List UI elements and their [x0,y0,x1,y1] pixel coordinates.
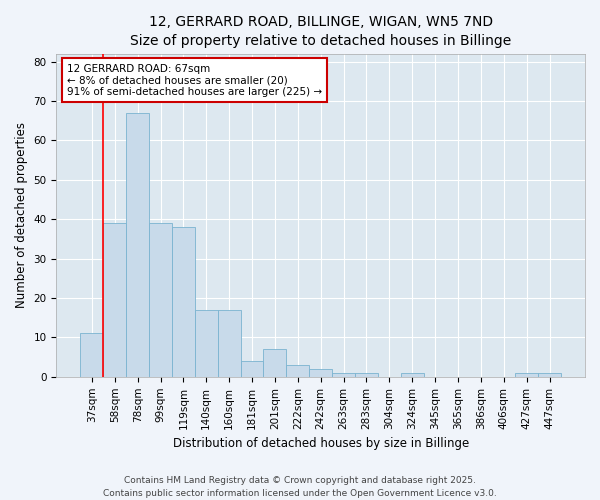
Bar [149,223,172,377]
Title: 12, GERRARD ROAD, BILLINGE, WIGAN, WN5 7ND
Size of property relative to detached: 12, GERRARD ROAD, BILLINGE, WIGAN, WN5 7… [130,15,511,48]
Text: Contains HM Land Registry data © Crown copyright and database right 2025.
Contai: Contains HM Land Registry data © Crown c… [103,476,497,498]
Bar [309,369,332,377]
Bar [263,349,286,377]
Bar [172,227,195,377]
Bar [538,373,561,377]
X-axis label: Distribution of detached houses by size in Billinge: Distribution of detached houses by size … [173,437,469,450]
Text: 12 GERRARD ROAD: 67sqm
← 8% of detached houses are smaller (20)
91% of semi-deta: 12 GERRARD ROAD: 67sqm ← 8% of detached … [67,64,322,96]
Bar [80,334,103,377]
Bar [332,373,355,377]
Bar [355,373,378,377]
Bar [515,373,538,377]
Bar [286,365,309,377]
Bar [218,310,241,377]
Y-axis label: Number of detached properties: Number of detached properties [15,122,28,308]
Bar [103,223,126,377]
Bar [126,113,149,377]
Bar [241,361,263,377]
Bar [401,373,424,377]
Bar [195,310,218,377]
